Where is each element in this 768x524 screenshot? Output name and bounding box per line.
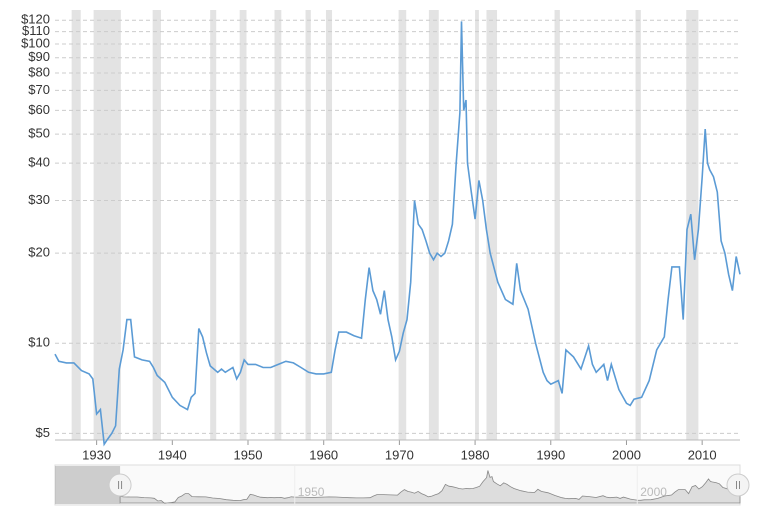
price-line — [54, 21, 741, 447]
recession-band — [486, 10, 498, 440]
navigator-handle[interactable] — [108, 473, 132, 497]
y-tick-label: $100 — [21, 35, 50, 50]
recession-band — [305, 10, 311, 440]
x-tick-label: 1970 — [385, 447, 414, 462]
recession-band — [71, 10, 81, 440]
y-tick-label: $5 — [36, 425, 50, 440]
recession-band — [93, 10, 121, 440]
recession-band — [475, 10, 479, 440]
x-tick-label: 2010 — [688, 447, 717, 462]
y-tick-label: $120 — [21, 12, 50, 27]
y-tick-label: $60 — [28, 102, 50, 117]
y-tick-label: $50 — [28, 126, 50, 141]
x-tick-label: 1990 — [536, 447, 565, 462]
navigator-area — [119, 470, 741, 504]
recession-band — [635, 10, 641, 440]
x-tick-label: 2000 — [612, 447, 641, 462]
navigator-label: 1950 — [298, 485, 325, 499]
recession-band — [210, 10, 217, 440]
y-tick-label: $70 — [28, 82, 50, 97]
y-tick-label: $30 — [28, 192, 50, 207]
y-tick-label: $80 — [28, 64, 50, 79]
navigator-label: 2000 — [640, 485, 667, 499]
x-tick-label: 1980 — [461, 447, 490, 462]
y-tick-label: $90 — [28, 49, 50, 64]
recession-band — [274, 10, 282, 440]
recession-band — [428, 10, 439, 440]
x-tick-label: 1930 — [82, 447, 111, 462]
y-tick-label: $10 — [28, 335, 50, 350]
x-tick-label: 1940 — [158, 447, 187, 462]
y-tick-label: $110 — [22, 23, 50, 38]
navigator-handle[interactable] — [726, 473, 750, 497]
recession-band — [325, 10, 333, 440]
recession-band — [239, 10, 247, 440]
y-tick-label: $20 — [28, 245, 50, 260]
x-tick-label: 1950 — [234, 447, 263, 462]
x-tick-label: 1960 — [309, 447, 338, 462]
recession-band — [398, 10, 407, 440]
recession-band — [554, 10, 560, 440]
y-tick-label: $40 — [28, 155, 50, 170]
recession-band — [152, 10, 161, 440]
